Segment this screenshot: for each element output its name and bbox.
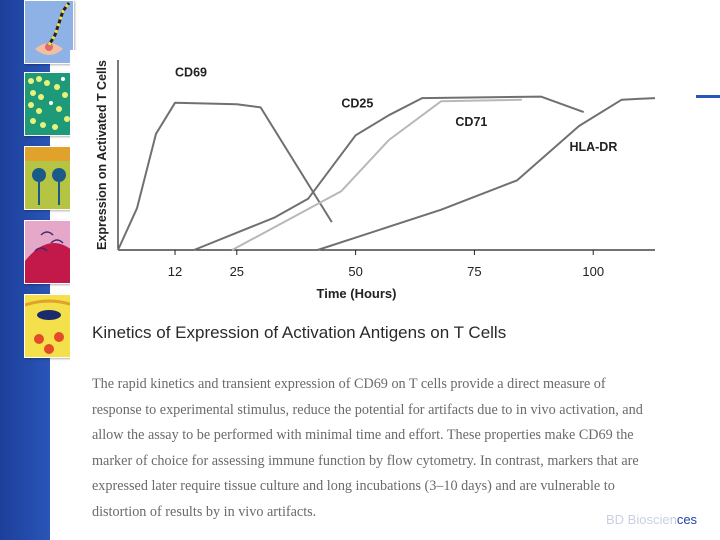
series-label-cd71: CD71 xyxy=(455,115,487,129)
series-line-cd71 xyxy=(231,98,522,251)
y-axis-title: Expression on Activated T Cells xyxy=(95,60,109,250)
cell-illustration-tile-4 xyxy=(24,220,74,284)
series-line-cd25 xyxy=(193,95,585,251)
body-line: distortion of results by in vivo artifac… xyxy=(92,503,317,520)
x-tick-label: 50 xyxy=(348,264,362,279)
brand-text: ces xyxy=(676,512,698,527)
figure-caption: Kinetics of Expression of Activation Ant… xyxy=(92,323,507,342)
line-chart: 12 25 50 75 100 Time (Hours) Expression on Act… xyxy=(95,60,656,301)
body-line: marker of choice for assessing immune fu… xyxy=(92,452,639,469)
series-line-hla-dr xyxy=(317,97,656,251)
body-line: response to experimental stimulus, reduc… xyxy=(92,401,643,418)
x-tick-label: 12 xyxy=(168,264,182,279)
body-line: expressed later require tissue culture a… xyxy=(92,478,615,495)
x-tick-label: 25 xyxy=(230,264,244,279)
cell-illustration-tile-1 xyxy=(24,0,74,64)
series-label-hla-dr: HLA-DR xyxy=(569,140,617,154)
accent-line xyxy=(678,95,720,98)
document-page: 12 25 50 75 100 Time (Hours) Expression on Act… xyxy=(70,50,696,530)
series-line-cd69 xyxy=(117,101,333,251)
series-label-cd69: CD69 xyxy=(175,65,207,79)
cell-illustration-tile-5 xyxy=(24,294,74,358)
x-axis-title: Time (Hours) xyxy=(317,286,397,301)
body-paragraph: The rapid kinetics and transient express… xyxy=(92,372,692,526)
brand-logo-text: BD Biosciences xyxy=(606,512,697,527)
body-line: allow the assay to be performed with min… xyxy=(92,427,634,444)
x-tick-label: 100 xyxy=(582,264,604,279)
x-tick-label: 75 xyxy=(467,264,481,279)
body-line: The rapid kinetics and transient express… xyxy=(92,376,606,392)
brand-text-faded: BD Bioscien xyxy=(606,512,677,527)
cell-illustration-tile-2 xyxy=(24,72,74,136)
series-label-cd25: CD25 xyxy=(341,96,373,110)
cell-illustration-tile-3 xyxy=(24,146,74,210)
